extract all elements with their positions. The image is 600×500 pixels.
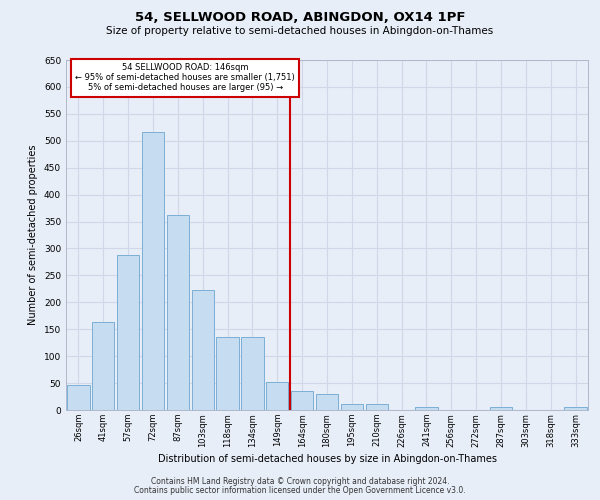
Bar <box>241 338 263 410</box>
Text: Contains HM Land Registry data © Crown copyright and database right 2024.: Contains HM Land Registry data © Crown c… <box>151 477 449 486</box>
Bar <box>316 394 338 410</box>
Bar <box>291 391 313 410</box>
Y-axis label: Number of semi-detached properties: Number of semi-detached properties <box>28 145 38 325</box>
Bar <box>217 338 239 410</box>
Bar <box>266 382 289 410</box>
Text: Contains public sector information licensed under the Open Government Licence v3: Contains public sector information licen… <box>134 486 466 495</box>
Bar <box>117 256 139 410</box>
Bar <box>365 404 388 410</box>
Bar <box>565 408 587 410</box>
Bar <box>191 290 214 410</box>
Bar <box>341 404 363 410</box>
Bar <box>490 408 512 410</box>
Bar <box>415 407 437 410</box>
Text: Size of property relative to semi-detached houses in Abingdon-on-Thames: Size of property relative to semi-detach… <box>106 26 494 36</box>
Text: 54 SELLWOOD ROAD: 146sqm
← 95% of semi-detached houses are smaller (1,751)
5% of: 54 SELLWOOD ROAD: 146sqm ← 95% of semi-d… <box>76 62 295 92</box>
X-axis label: Distribution of semi-detached houses by size in Abingdon-on-Thames: Distribution of semi-detached houses by … <box>157 454 497 464</box>
Bar <box>92 322 115 410</box>
Text: 54, SELLWOOD ROAD, ABINGDON, OX14 1PF: 54, SELLWOOD ROAD, ABINGDON, OX14 1PF <box>135 11 465 24</box>
Bar <box>142 132 164 410</box>
Bar <box>167 215 189 410</box>
Bar <box>67 385 89 410</box>
